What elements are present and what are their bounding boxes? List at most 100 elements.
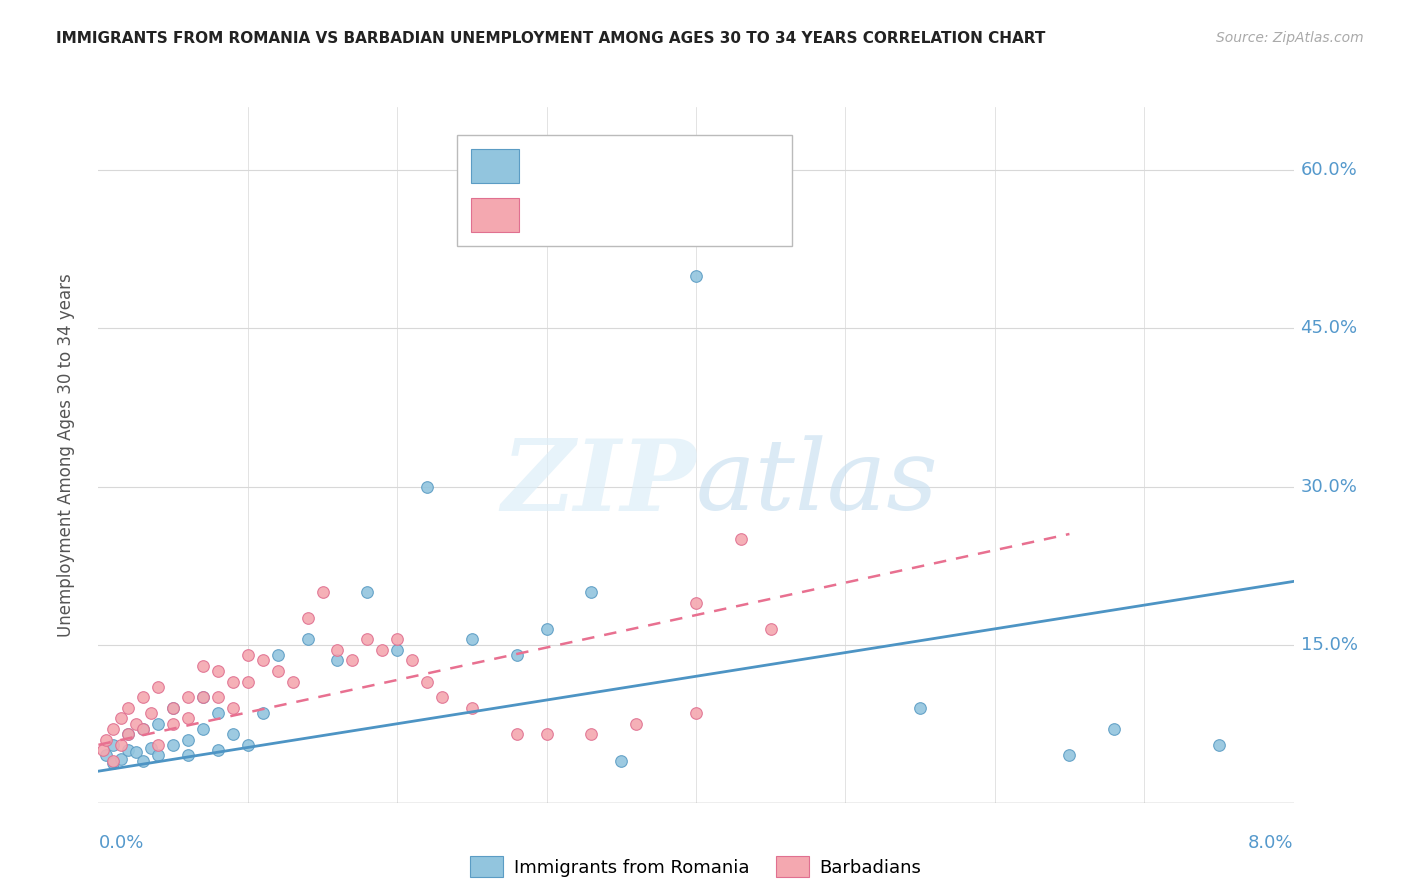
Text: 0.0%: 0.0% xyxy=(98,834,143,852)
Point xyxy=(1208,738,1230,752)
Point xyxy=(685,706,707,721)
Point xyxy=(430,690,453,705)
Point xyxy=(267,664,290,678)
Text: N = 39: N = 39 xyxy=(654,157,713,175)
Point xyxy=(536,727,558,741)
Point xyxy=(125,716,148,731)
Text: ZIP: ZIP xyxy=(501,434,696,531)
Point xyxy=(162,716,184,731)
Point xyxy=(385,632,409,647)
Point xyxy=(207,690,229,705)
Legend: Immigrants from Romania, Barbadians: Immigrants from Romania, Barbadians xyxy=(463,849,929,884)
Point xyxy=(326,643,349,657)
Point xyxy=(110,751,132,765)
Point xyxy=(177,711,200,725)
Point xyxy=(162,738,184,752)
Point xyxy=(581,585,603,599)
Point xyxy=(177,732,200,747)
Point xyxy=(191,690,214,705)
Point xyxy=(506,727,529,741)
Point xyxy=(1059,748,1081,763)
Point xyxy=(236,674,259,689)
Point xyxy=(132,722,155,736)
Point xyxy=(356,585,378,599)
Point xyxy=(94,732,117,747)
Point xyxy=(356,632,378,647)
Point xyxy=(581,727,603,741)
Point xyxy=(236,648,259,663)
Point xyxy=(252,653,274,667)
Point xyxy=(177,748,200,763)
Point xyxy=(461,632,484,647)
Point xyxy=(191,722,214,736)
Point xyxy=(148,738,170,752)
Point xyxy=(685,268,707,283)
Point xyxy=(162,701,184,715)
Point xyxy=(191,690,214,705)
FancyBboxPatch shape xyxy=(457,135,792,246)
Point xyxy=(91,743,114,757)
Point xyxy=(311,585,333,599)
Point xyxy=(148,716,170,731)
Text: 8.0%: 8.0% xyxy=(1249,834,1294,852)
Text: R = 0.489: R = 0.489 xyxy=(534,206,617,224)
Point xyxy=(132,754,155,768)
Point xyxy=(162,701,184,715)
Text: 30.0%: 30.0% xyxy=(1301,477,1357,496)
Point xyxy=(103,738,125,752)
Point xyxy=(94,748,117,763)
Point xyxy=(401,653,423,667)
Point xyxy=(326,653,349,667)
Y-axis label: Unemployment Among Ages 30 to 34 years: Unemployment Among Ages 30 to 34 years xyxy=(56,273,75,637)
Point xyxy=(222,674,245,689)
Point xyxy=(148,680,170,694)
Point xyxy=(103,722,125,736)
Point xyxy=(132,722,155,736)
Point xyxy=(685,595,707,609)
Point xyxy=(416,479,439,493)
Point xyxy=(730,533,752,547)
Point xyxy=(536,622,558,636)
Point xyxy=(117,743,139,757)
Point xyxy=(371,643,394,657)
Point xyxy=(236,738,259,752)
Point xyxy=(117,727,139,741)
Point xyxy=(132,690,155,705)
Text: 60.0%: 60.0% xyxy=(1301,161,1357,179)
Point xyxy=(139,741,162,756)
Point xyxy=(1102,722,1125,736)
Point xyxy=(610,754,633,768)
Point xyxy=(252,706,274,721)
Point xyxy=(624,716,647,731)
Point xyxy=(222,701,245,715)
Point xyxy=(416,674,439,689)
Text: 15.0%: 15.0% xyxy=(1301,636,1358,654)
Text: Source: ZipAtlas.com: Source: ZipAtlas.com xyxy=(1216,31,1364,45)
Point xyxy=(117,727,139,741)
Point xyxy=(461,701,484,715)
Point xyxy=(385,643,409,657)
Point xyxy=(125,745,148,759)
Point xyxy=(148,748,170,763)
Point xyxy=(506,648,529,663)
Point xyxy=(342,653,364,667)
Point xyxy=(297,611,319,625)
Bar xyxy=(471,198,519,233)
Bar xyxy=(471,149,519,184)
Text: R = 0.230: R = 0.230 xyxy=(534,157,619,175)
Text: 45.0%: 45.0% xyxy=(1301,319,1358,337)
Point xyxy=(908,701,931,715)
Text: IMMIGRANTS FROM ROMANIA VS BARBADIAN UNEMPLOYMENT AMONG AGES 30 TO 34 YEARS CORR: IMMIGRANTS FROM ROMANIA VS BARBADIAN UNE… xyxy=(56,31,1046,46)
Point xyxy=(139,706,162,721)
Point xyxy=(177,690,200,705)
Point xyxy=(191,658,214,673)
Point xyxy=(267,648,290,663)
Point xyxy=(207,706,229,721)
Point xyxy=(117,701,139,715)
Point xyxy=(103,754,125,768)
Point xyxy=(759,622,782,636)
Point xyxy=(207,743,229,757)
Point xyxy=(207,664,229,678)
Text: atlas: atlas xyxy=(696,435,939,531)
Point xyxy=(222,727,245,741)
